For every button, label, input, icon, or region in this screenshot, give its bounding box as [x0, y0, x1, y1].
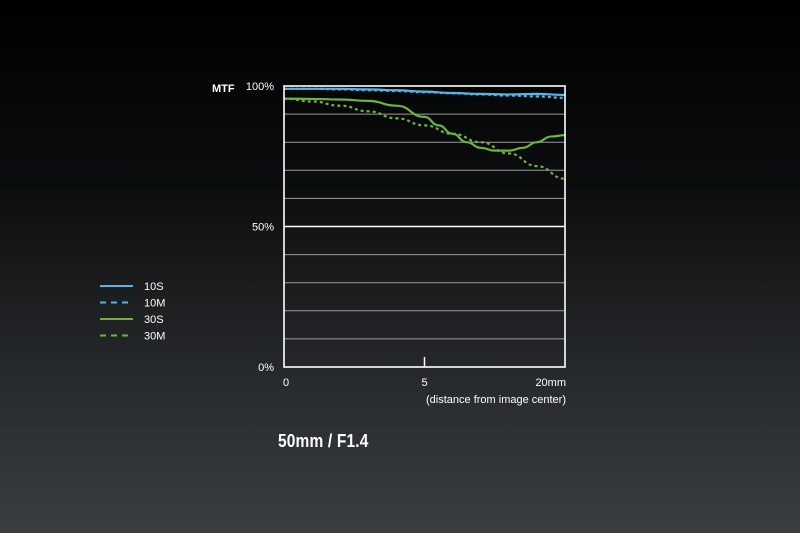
x-tick-label: 0: [283, 377, 289, 389]
legend-label: 30S: [144, 314, 164, 326]
y-axis-title: MTF: [212, 83, 235, 95]
x-axis-labels: 0 5 20mm: [283, 377, 566, 389]
x-axis-title: (distance from image center): [426, 394, 566, 406]
y-tick-label: 100%: [246, 81, 274, 93]
y-axis-labels: 100% 50% 0%: [246, 81, 274, 374]
chart-axes: [283, 85, 566, 368]
y-tick-label: 50%: [252, 222, 274, 234]
x-tick-label: 5: [421, 377, 427, 389]
chart-legend: 10S 10M 30S 30M: [100, 281, 165, 343]
legend-label: 30M: [144, 331, 165, 343]
chart-series: [283, 87, 566, 180]
series-line-10m: [284, 87, 566, 99]
legend-label: 10M: [144, 298, 165, 310]
y-tick-label: 0%: [258, 362, 274, 374]
series-line-30s: [283, 97, 566, 152]
chart-grid: [284, 113, 565, 340]
series-line-30m: [283, 97, 566, 180]
x-tick-label: 20mm: [535, 377, 566, 389]
lens-caption: 50mm / F1.4: [278, 431, 369, 451]
legend-label: 10S: [144, 281, 164, 293]
